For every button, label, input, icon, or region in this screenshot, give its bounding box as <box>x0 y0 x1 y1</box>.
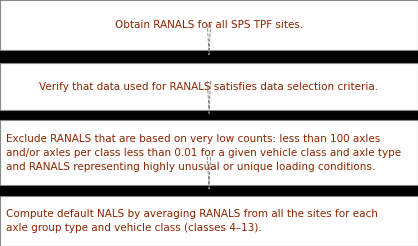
Bar <box>0 63 418 110</box>
Bar <box>0 196 418 246</box>
Bar <box>0 120 418 185</box>
Text: Obtain RANALS for all SPS TPF sites.: Obtain RANALS for all SPS TPF sites. <box>115 20 303 30</box>
Text: Compute default NALS by averaging RANALS from all the sites for each
axle group : Compute default NALS by averaging RANALS… <box>6 209 378 233</box>
Text: Exclude RANALS that are based on very low counts: less than 100 axles
and/or axl: Exclude RANALS that are based on very lo… <box>6 134 401 171</box>
Bar <box>0 0 418 50</box>
Text: Verify that data used for RANALS satisfies data selection criteria.: Verify that data used for RANALS satisfi… <box>39 81 379 92</box>
